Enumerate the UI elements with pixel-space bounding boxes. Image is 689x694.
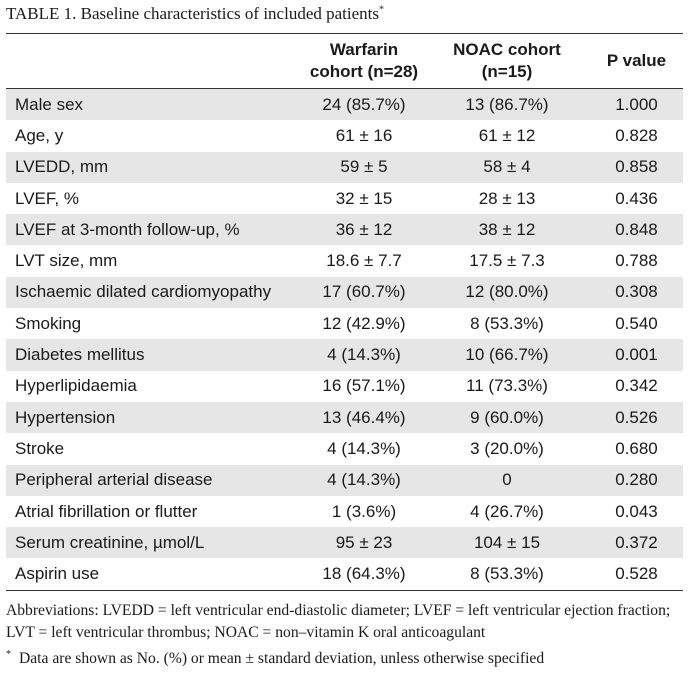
warfarin-value: 4 (14.3%) (327, 438, 401, 458)
table-row: LVEF, % 32 ± 15 28 ± 13 0.436 (6, 183, 683, 214)
table-row: LVEDD, mm 59 ± 5 58 ± 4 0.858 (6, 151, 683, 183)
p-value: 0.342 (615, 376, 658, 396)
warfarin-value: 12 (42.9%) (322, 313, 406, 333)
footnote-marker: * (6, 648, 11, 660)
row-label: Stroke (15, 438, 65, 458)
noac-value: 13 (86.7%) (424, 88, 590, 121)
row-label: Atrial fibrillation or flutter (15, 501, 198, 521)
p-value: 0.680 (615, 438, 658, 458)
p-value: 0.001 (590, 339, 683, 371)
p-value: 0.526 (590, 401, 683, 434)
table-row: Hypertension 13 (46.4%) 9 (60.0%) 0.526 (6, 401, 683, 434)
table-title: TABLE 1. Baseline characteristics of inc… (6, 4, 384, 24)
header-warfarin-cohort: Warfarin cohort (n=28) (304, 34, 424, 89)
warfarin-value: 59 ± 5 (304, 151, 424, 183)
warfarin-value: 4 (14.3%) (304, 339, 424, 371)
row-label: LVT size, mm (15, 251, 118, 271)
header-noac-line2: (n=15) (481, 62, 533, 81)
noac-value: 0 (424, 464, 590, 496)
noac-value: 28 ± 13 (478, 188, 536, 208)
warfarin-value: 17 (60.7%) (304, 276, 424, 309)
table-row: Peripheral arterial disease 4 (14.3%) 0 0.2… (6, 464, 683, 496)
noac-value: 3 (20.0%) (470, 438, 544, 458)
p-value: 1.000 (590, 88, 683, 121)
warfarin-value: 95 ± 23 (304, 527, 424, 559)
warfarin-value: 13 (46.4%) (304, 401, 424, 434)
row-label: LVEDD, mm (6, 151, 304, 183)
noac-value: 17.5 ± 7.3 (469, 251, 545, 271)
row-label: Hyperlipidaemia (15, 376, 137, 396)
footnote-text: Data are shown as No. (%) or mean ± stan… (19, 650, 545, 667)
table-row: Hyperlipidaemia 16 (57.1%) 11 (73.3%) 0.342 (6, 371, 683, 402)
p-value: 0.828 (615, 125, 658, 145)
p-value: 0.436 (615, 188, 658, 208)
warfarin-value: 61 ± 16 (335, 125, 393, 145)
p-value: 0.858 (590, 151, 683, 183)
noac-value: 10 (66.7%) (424, 339, 590, 371)
noac-value: 8 (53.3%) (470, 313, 544, 333)
row-label: Male sex (6, 88, 304, 121)
p-value: 0.372 (590, 527, 683, 559)
abbreviations-note: Abbreviations: LVEDD = left ventricular … (6, 602, 671, 641)
row-label: Age, y (15, 125, 64, 145)
row-label: LVEF, % (15, 188, 79, 208)
table-row: Serum creatinine, µmol/L 95 ± 23 104 ± 15 0… (6, 527, 683, 559)
table-row: Male sex 24 (85.7%) 13 (86.7%) 1.000 (6, 88, 683, 121)
noac-value: 11 (73.3%) (466, 376, 548, 396)
row-label: Hypertension (6, 401, 304, 434)
p-value: 0.043 (615, 501, 658, 521)
header-warfarin-line2: cohort (n=28) (309, 62, 419, 81)
table-title-text: TABLE 1. Baseline characteristics of inc… (6, 4, 379, 23)
warfarin-value: 4 (14.3%) (304, 464, 424, 496)
warfarin-value: 18.6 ± 7.7 (326, 251, 402, 271)
header-warfarin-line1: Warfarin (329, 40, 399, 59)
p-value: 0.540 (615, 313, 658, 333)
p-value: 0.280 (590, 464, 683, 496)
table-row: LVT size, mm 18.6 ± 7.7 17.5 ± 7.3 0.788 (6, 245, 683, 276)
noac-value: 61 ± 12 (478, 125, 536, 145)
table-row: Stroke 4 (14.3%) 3 (20.0%) 0.680 (6, 433, 683, 464)
header-characteristic (6, 34, 304, 89)
noac-value: 38 ± 12 (424, 214, 590, 246)
row-label: Peripheral arterial disease (6, 464, 304, 496)
table-row: Aspirin use 18 (64.3%) 8 (53.3%) 0.528 (6, 558, 683, 591)
p-value: 0.308 (590, 276, 683, 309)
row-label: Aspirin use (6, 558, 304, 591)
noac-value: 8 (53.3%) (424, 558, 590, 591)
noac-value: 58 ± 4 (424, 151, 590, 183)
table-row: Age, y 61 ± 16 61 ± 12 0.828 (6, 120, 683, 151)
warfarin-value: 16 (57.1%) (322, 376, 406, 396)
row-label: Smoking (15, 313, 82, 333)
table-row: LVEF at 3-month follow-up, % 36 ± 12 38 ± … (6, 214, 683, 246)
table-title-footnote-marker: * (379, 4, 384, 16)
p-value: 0.848 (590, 214, 683, 246)
warfarin-value: 18 (64.3%) (304, 558, 424, 591)
table-row: Ischaemic dilated cardiomyopathy 17 (60.7… (6, 276, 683, 309)
noac-value: 4 (26.7%) (470, 501, 544, 521)
table-row: Atrial fibrillation or flutter 1 (3.6%) 4 … (6, 496, 683, 527)
header-row: Warfarin cohort (n=28) NOAC cohort (n=15) … (6, 34, 683, 89)
top-rule (6, 33, 683, 34)
warfarin-value: 1 (3.6%) (331, 501, 397, 521)
warfarin-value: 32 ± 15 (335, 188, 393, 208)
table-notes: Abbreviations: LVEDD = left ventricular … (6, 600, 686, 670)
warfarin-value: 24 (85.7%) (304, 88, 424, 121)
noac-value: 104 ± 15 (424, 527, 590, 559)
row-label: LVEF at 3-month follow-up, % (6, 214, 304, 246)
row-label: Ischaemic dilated cardiomyopathy (6, 276, 304, 309)
data-footnote: * Data are shown as No. (%) or mean ± sta… (6, 648, 686, 670)
row-label: Serum creatinine, µmol/L (6, 527, 304, 559)
header-noac-line1: NOAC cohort (453, 40, 561, 59)
header-p-value: P value (590, 34, 683, 89)
p-value: 0.528 (590, 558, 683, 591)
table-row: Diabetes mellitus 4 (14.3%) 10 (66.7%) 0.00… (6, 339, 683, 371)
baseline-characteristics-table: Warfarin cohort (n=28) NOAC cohort (n=15) … (6, 34, 683, 591)
header-noac-cohort: NOAC cohort (n=15) (424, 34, 590, 89)
table-row: Smoking 12 (42.9%) 8 (53.3%) 0.540 (6, 308, 683, 339)
row-label: Diabetes mellitus (6, 339, 304, 371)
p-value: 0.788 (615, 251, 658, 271)
noac-value: 12 (80.0%) (424, 276, 590, 309)
warfarin-value: 36 ± 12 (304, 214, 424, 246)
noac-value: 9 (60.0%) (424, 401, 590, 434)
